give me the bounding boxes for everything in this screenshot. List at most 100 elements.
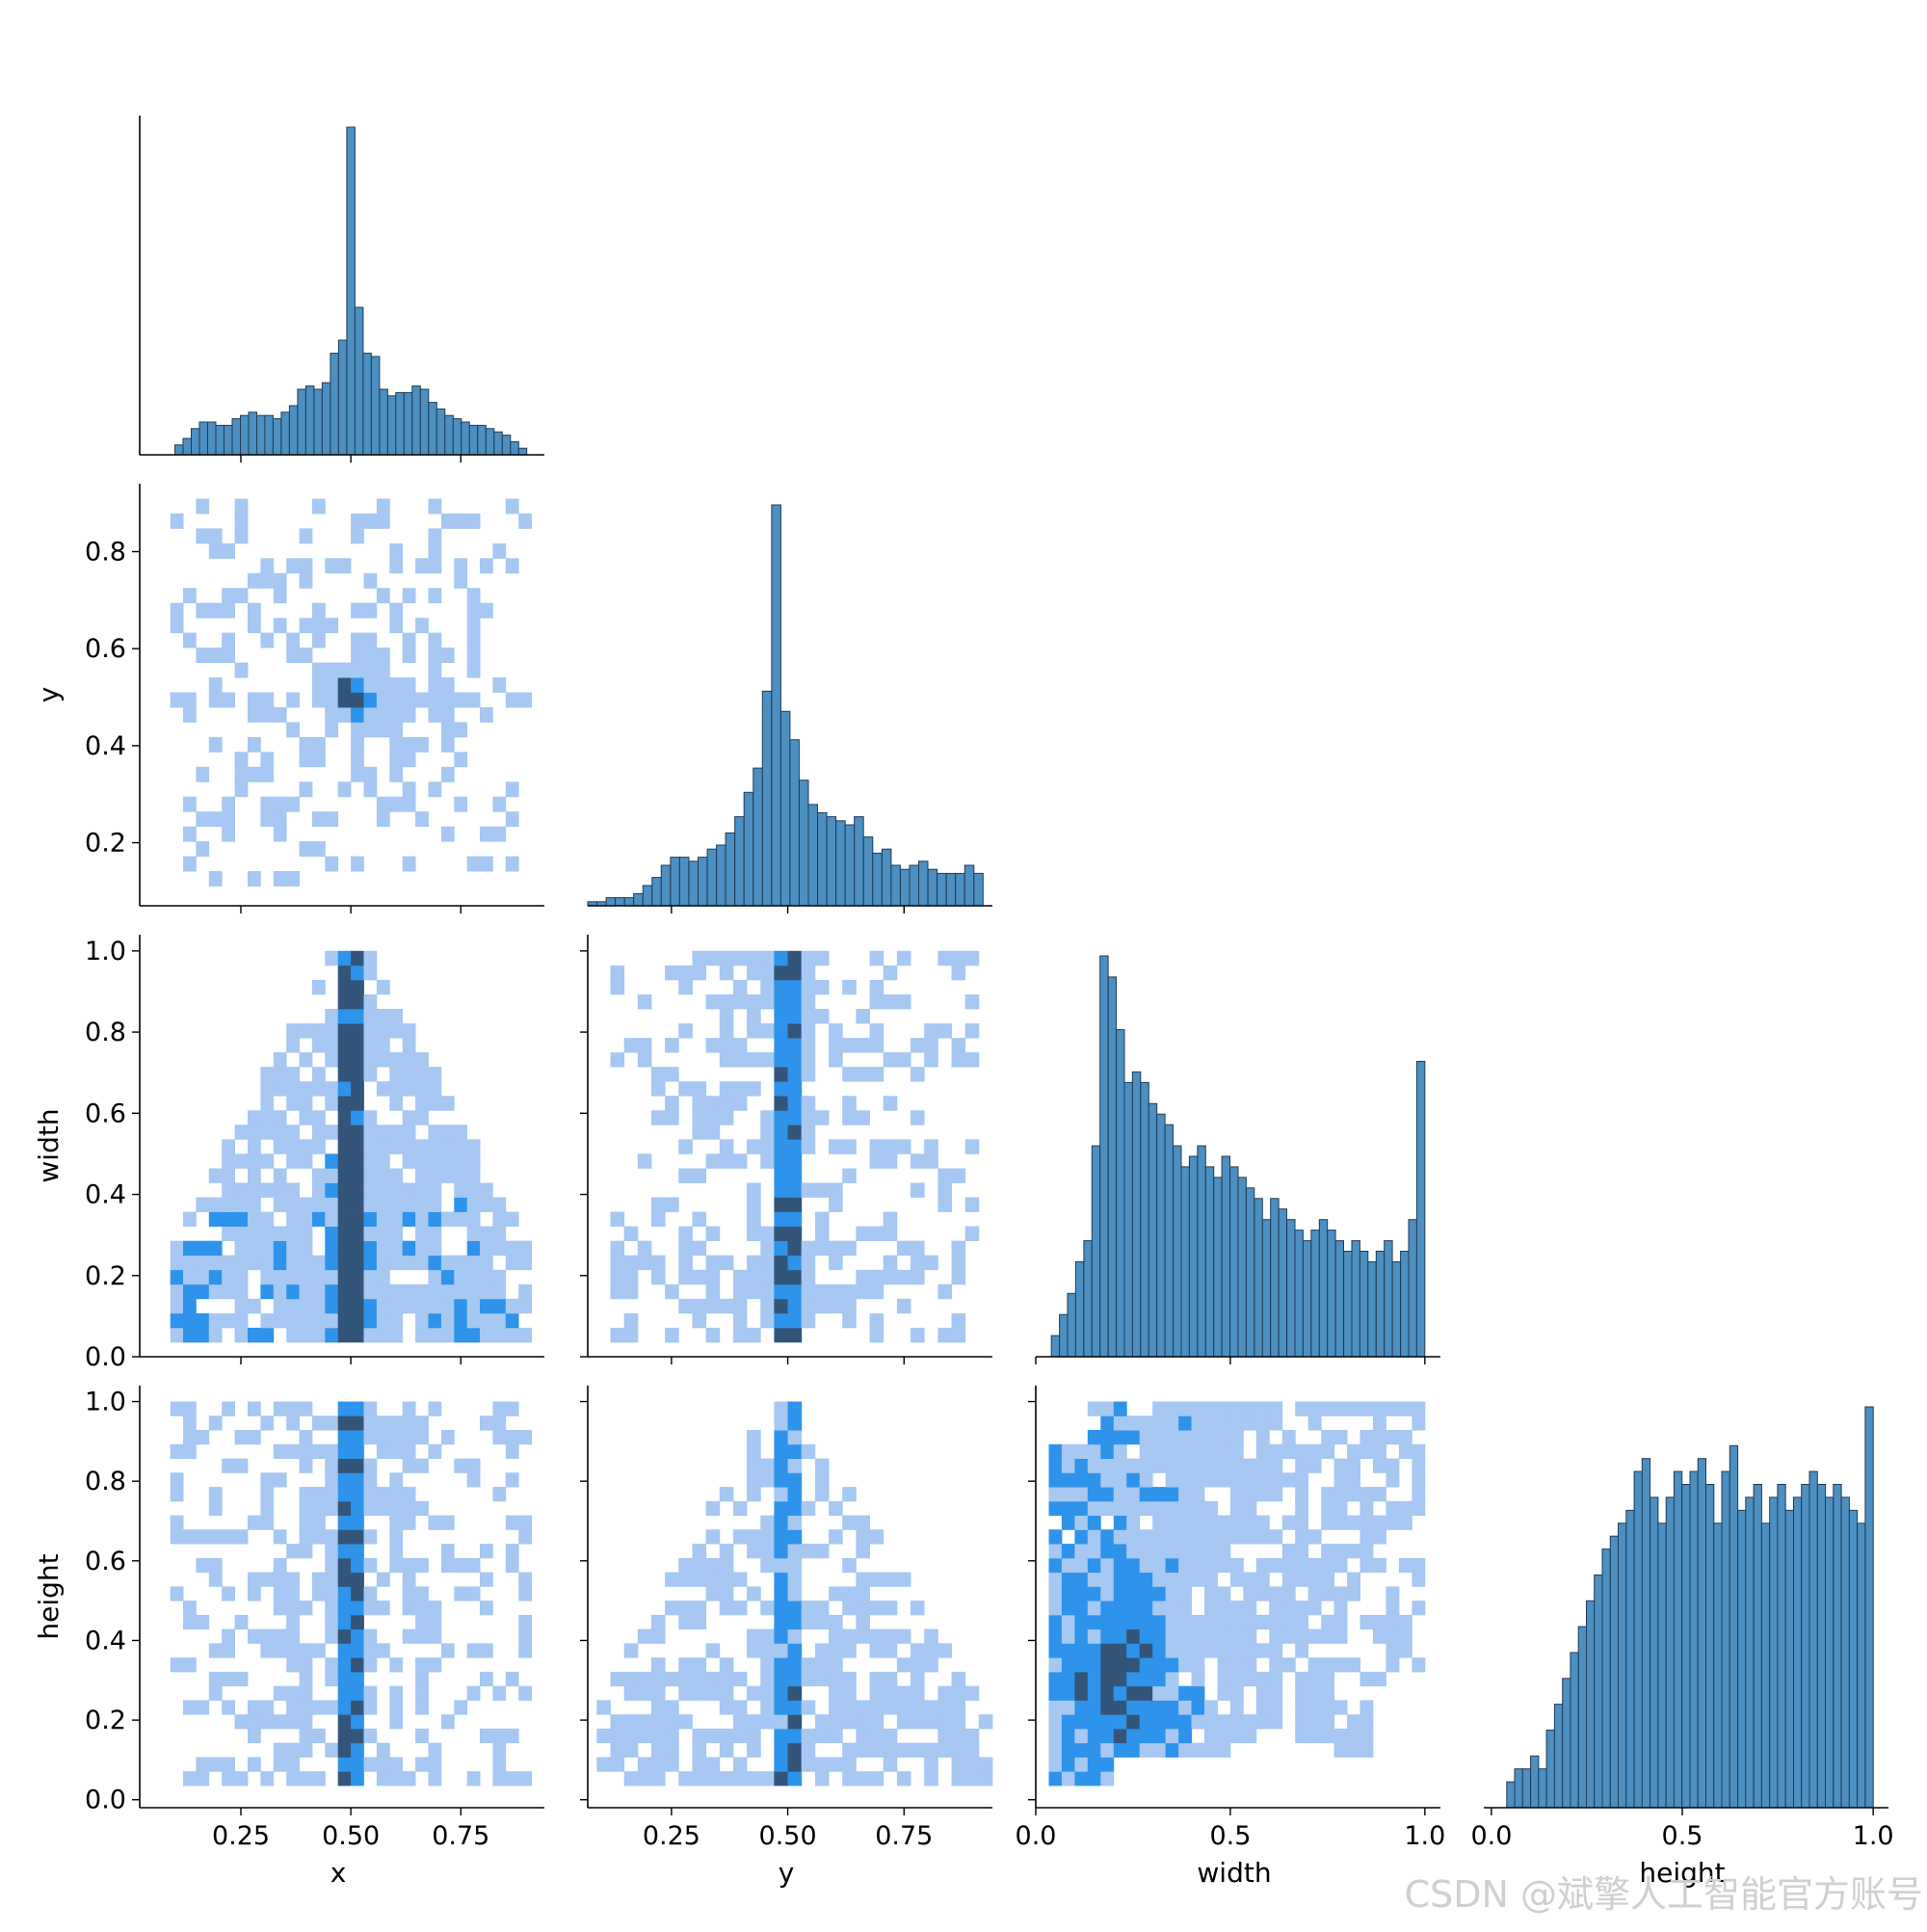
heat-cell xyxy=(951,1671,966,1687)
x-axis-label-x: x xyxy=(330,1857,347,1889)
heat-cell xyxy=(651,1671,666,1687)
heat-cell xyxy=(1074,1657,1089,1673)
heat-cell xyxy=(376,1312,390,1329)
heat-cell xyxy=(787,1009,803,1024)
heat-cell xyxy=(389,1515,404,1530)
heat-cell xyxy=(402,1601,416,1616)
heat-cell xyxy=(856,1614,870,1630)
heat-cell xyxy=(1386,1628,1400,1644)
heat-cell xyxy=(454,1557,468,1574)
heat-cell xyxy=(428,1312,442,1329)
heat-cell xyxy=(705,1284,721,1300)
heat-cell xyxy=(1126,1529,1141,1545)
heat-cell xyxy=(787,1628,803,1644)
heat-cell xyxy=(260,558,275,574)
heat-cell xyxy=(351,1298,364,1314)
heat-cell xyxy=(774,1081,788,1097)
heat-cell xyxy=(774,1586,788,1601)
heat-cell xyxy=(415,1182,429,1198)
histogram-bar xyxy=(501,435,512,456)
heat-cell xyxy=(747,1443,761,1459)
heat-cell xyxy=(299,648,313,663)
heat-cell xyxy=(389,1197,404,1212)
heat-cell xyxy=(196,1529,210,1545)
heat-cell xyxy=(1178,1628,1192,1644)
heat-cell xyxy=(1087,1586,1101,1601)
heat-cell xyxy=(842,1515,857,1530)
heat-cell xyxy=(801,1182,816,1198)
heat-cell xyxy=(351,1416,364,1431)
heat-cell xyxy=(312,1110,326,1125)
heat-cell xyxy=(312,1327,326,1343)
heat-cell xyxy=(1295,1515,1309,1530)
heat-cell xyxy=(351,1284,364,1300)
heat-cell xyxy=(428,1614,442,1630)
heat-cell xyxy=(440,1298,455,1314)
heat-cell xyxy=(312,1728,326,1744)
heat-cell xyxy=(705,1096,721,1111)
heat-cell xyxy=(1152,1628,1167,1644)
histogram-bar xyxy=(1197,1145,1206,1358)
heat-cell xyxy=(428,1240,442,1257)
heat-cell xyxy=(1165,1643,1179,1658)
heat-cell xyxy=(286,1226,300,1241)
heat-cell xyxy=(1100,1657,1115,1673)
heat-cell xyxy=(402,1284,416,1300)
heat-cell xyxy=(208,648,223,663)
heat-cell xyxy=(222,648,235,663)
heat-cell xyxy=(1100,1614,1115,1630)
heat-cell xyxy=(299,1139,313,1154)
heat-cell xyxy=(637,1240,652,1257)
histogram-bar xyxy=(678,857,690,907)
heat-cell xyxy=(678,1240,693,1257)
heat-cell xyxy=(1398,1515,1412,1530)
histogram-bar xyxy=(1514,1768,1523,1809)
histogram-bar xyxy=(240,414,250,456)
heat-cell xyxy=(363,1211,378,1227)
heat-cell xyxy=(1191,1472,1205,1488)
heat-cell xyxy=(363,722,378,738)
heat-cell xyxy=(678,1614,693,1630)
heat-cell xyxy=(351,677,364,693)
heat-cell xyxy=(747,1458,761,1473)
heat-cell xyxy=(363,1067,378,1082)
histogram-bar xyxy=(1864,1406,1874,1809)
histogram-bar xyxy=(743,791,754,907)
heat-cell xyxy=(1048,1671,1063,1687)
heat-cell xyxy=(428,1125,442,1140)
heat-cell xyxy=(1152,1671,1167,1687)
heat-cell xyxy=(964,1757,980,1772)
heat-cell xyxy=(428,1153,442,1169)
heat-cell xyxy=(760,1685,775,1701)
heat-cell xyxy=(351,1601,364,1616)
heat-cell xyxy=(466,1685,481,1701)
heat-cell xyxy=(1139,1458,1153,1473)
heat-cell xyxy=(719,1038,734,1053)
heat-cell xyxy=(337,1700,352,1715)
x-tick-label: 0.0 xyxy=(1016,1821,1057,1851)
heat-cell xyxy=(1139,1416,1153,1431)
heat-cell xyxy=(389,1327,404,1343)
heat-cell xyxy=(312,1298,326,1314)
heat-cell xyxy=(299,1401,313,1416)
heat-cell xyxy=(273,1052,287,1068)
heat-cell xyxy=(1398,1643,1412,1658)
heat-cell xyxy=(222,1671,235,1687)
heat-cell xyxy=(814,1298,830,1314)
histogram-bar xyxy=(651,877,662,907)
heat-cell xyxy=(1100,1671,1115,1687)
heat-cell xyxy=(1359,1487,1374,1502)
histogram-bar xyxy=(1351,1240,1360,1358)
heat-cell xyxy=(325,1125,339,1140)
heat-cell xyxy=(234,1269,249,1285)
heat-cell xyxy=(440,692,455,708)
histogram-bar xyxy=(706,848,718,907)
heat-cell xyxy=(325,1298,339,1314)
heat-cell xyxy=(389,766,404,782)
heat-cell xyxy=(719,1586,734,1601)
heat-cell xyxy=(1178,1443,1192,1459)
heat-cell xyxy=(1126,1458,1141,1473)
heat-cell xyxy=(719,950,734,966)
heat-cell xyxy=(234,781,249,798)
heat-cell xyxy=(692,1614,707,1630)
